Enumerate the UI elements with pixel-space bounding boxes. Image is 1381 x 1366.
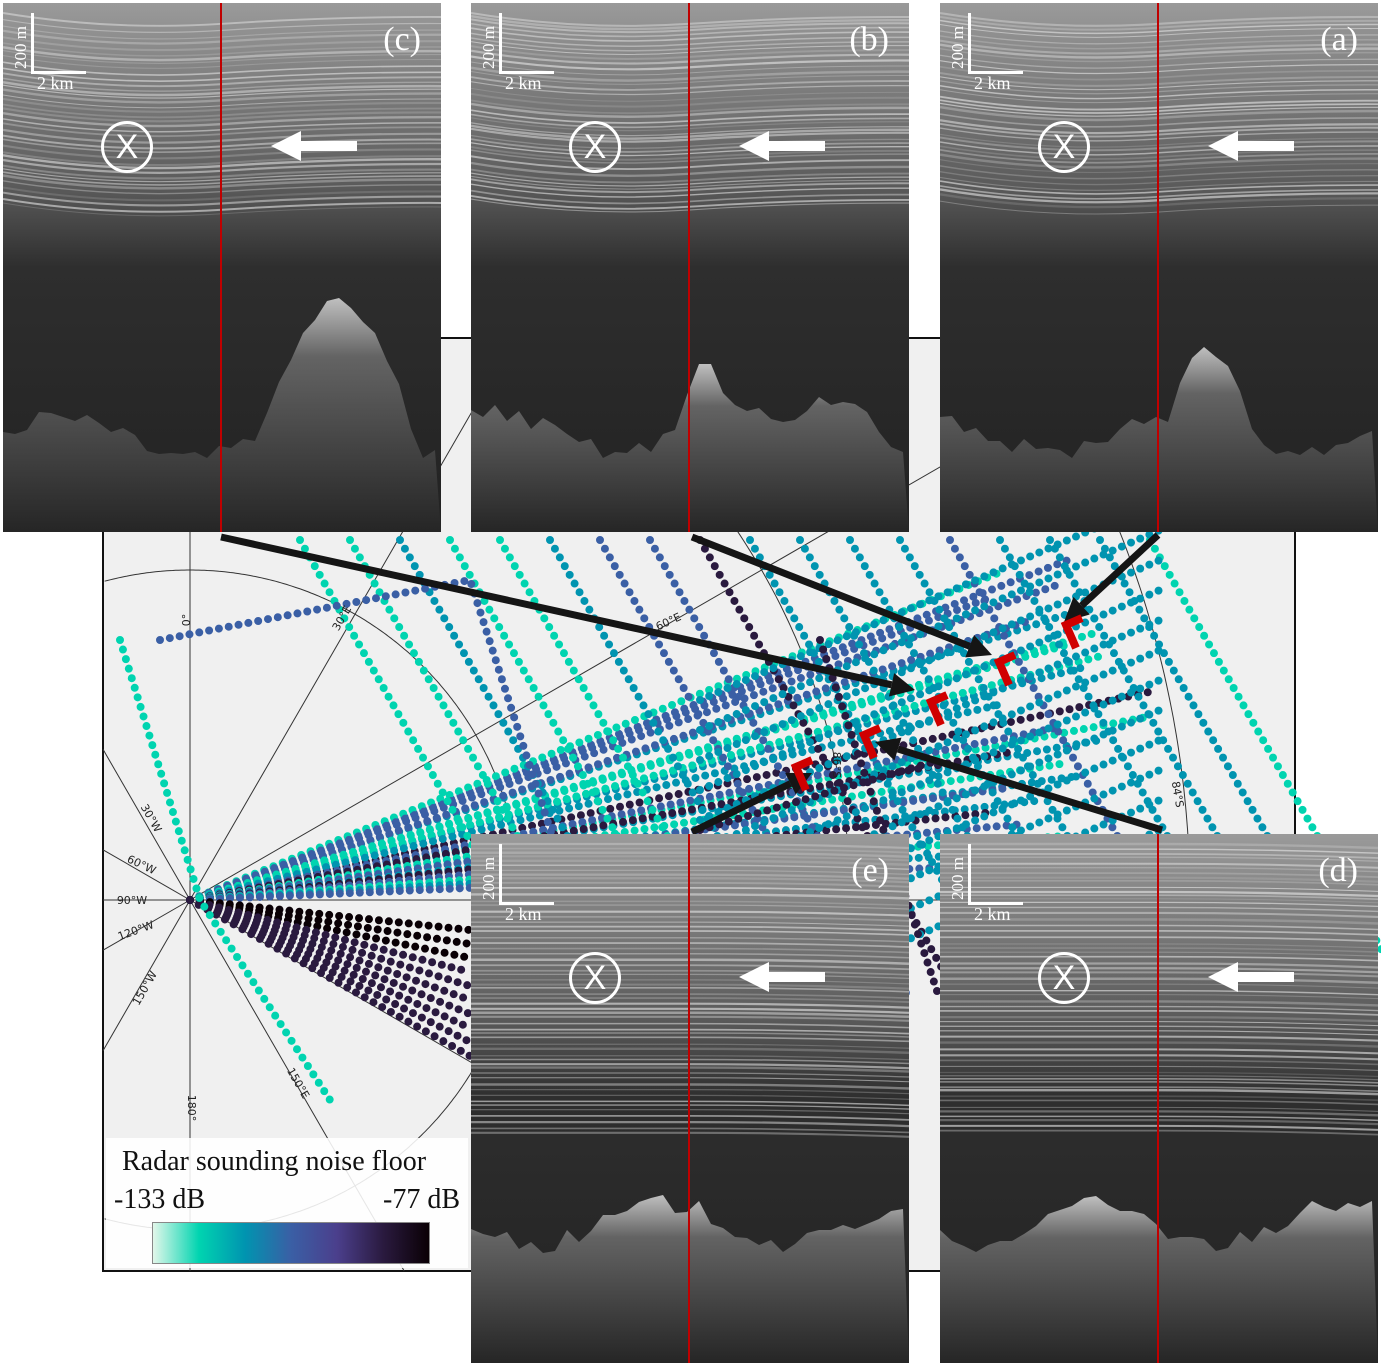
crossover-line <box>688 834 690 1363</box>
colorbar-legend: Radar sounding noise floor -133 dB -77 d… <box>106 1138 468 1268</box>
scale-vertical-label: 200 m <box>948 857 967 900</box>
track-line <box>186 688 1154 904</box>
arrow-head <box>785 772 812 795</box>
crossover-marker <box>858 724 882 760</box>
arrow-line <box>896 745 1164 834</box>
scale-bar <box>968 844 1023 905</box>
location-markers <box>790 614 1084 792</box>
scale-horizontal-label: 2 km <box>505 73 542 93</box>
circled-x-icon: X <box>569 121 621 173</box>
scale-vertical-label: 200 m <box>479 857 498 900</box>
radargram-image <box>471 3 909 532</box>
scale-horizontal-label: 2 km <box>37 73 74 93</box>
track-line <box>186 640 1074 904</box>
track-line <box>116 636 334 1104</box>
arrow-line <box>690 780 793 836</box>
panel-label: (c) <box>383 21 421 58</box>
legend-title: Radar sounding noise floor <box>122 1146 427 1177</box>
meridian-line <box>102 749 191 901</box>
scale-horizontal-label: 2 km <box>505 904 542 924</box>
track-line <box>816 636 944 1004</box>
track-line <box>696 756 944 834</box>
panel-label: (b) <box>849 21 889 58</box>
radargram-panel-e: 200 m 2 km (e) X <box>471 834 909 1363</box>
track-line <box>696 496 1164 704</box>
arrow-head <box>875 737 902 761</box>
track-line <box>186 616 1036 904</box>
circled-x-icon: X <box>1038 952 1090 1004</box>
track-line <box>696 556 1164 764</box>
radargram-image <box>940 834 1378 1363</box>
track-line <box>696 646 1164 854</box>
scale-vertical-label: 200 m <box>948 26 967 69</box>
meridian-line <box>102 899 191 951</box>
panel-label: (a) <box>1320 21 1358 58</box>
arrow-head <box>965 635 992 658</box>
scale-horizontal-label: 2 km <box>974 73 1011 93</box>
scale-bar <box>499 844 554 905</box>
circled-x-icon: X <box>1038 121 1090 173</box>
longitude-label: 180° <box>185 1095 198 1122</box>
scale-vertical-label: 200 m <box>479 26 498 69</box>
colorbar <box>152 1222 430 1264</box>
longitude-label: 0° <box>180 614 193 627</box>
scale-bar <box>499 13 554 74</box>
radargram-image <box>471 834 909 1363</box>
crossover-marker <box>790 756 814 792</box>
track-line <box>156 575 564 864</box>
left-arrow-icon <box>739 131 825 161</box>
track-line <box>186 760 1065 904</box>
circled-x-icon: X <box>569 952 621 1004</box>
crossover-line <box>1157 834 1159 1363</box>
left-arrow-icon <box>271 131 357 161</box>
legend-min-label: -133 dB <box>114 1184 205 1215</box>
track-line <box>186 580 1064 904</box>
latitude-label: 86°S <box>830 752 843 778</box>
crossover-line <box>220 3 222 532</box>
crossover-marker <box>925 691 949 727</box>
track-line <box>186 896 474 1060</box>
left-arrow-icon <box>739 962 825 992</box>
arrow-head <box>888 673 915 697</box>
crossover-marker <box>993 651 1017 687</box>
latitude-label: 84°S <box>1169 780 1186 808</box>
radargram-panel-a: 200 m 2 km (a) X <box>940 3 1378 532</box>
radargram-image <box>3 3 441 532</box>
track-line <box>696 586 1164 794</box>
meridian-line <box>102 849 191 901</box>
radargram-image <box>940 3 1378 532</box>
arrow-head <box>1064 596 1090 622</box>
crossover-marker <box>1060 614 1084 650</box>
arrow-line <box>1079 532 1161 609</box>
crossover-line <box>688 3 690 532</box>
radargram-panel-d: 200 m 2 km (d) X <box>940 834 1378 1363</box>
radargram-panel-c: 200 m 2 km (c) X <box>3 3 441 532</box>
scale-vertical-label: 200 m <box>11 26 30 69</box>
arrow-line <box>690 533 971 650</box>
meridian-line <box>102 899 191 1051</box>
scale-bar <box>31 13 86 74</box>
meridian-line <box>189 337 515 901</box>
panel-arrows <box>220 532 1164 836</box>
longitude-label: 90°W <box>117 894 147 907</box>
left-arrow-icon <box>1208 962 1294 992</box>
circled-x-icon: X <box>101 121 153 173</box>
legend-max-label: -77 dB <box>383 1184 460 1215</box>
scale-bar <box>968 13 1023 74</box>
left-arrow-icon <box>1208 131 1294 161</box>
panel-label: (d) <box>1318 852 1358 889</box>
radargram-panel-b: 200 m 2 km (b) X <box>471 3 909 532</box>
panel-label: (e) <box>851 852 889 889</box>
crossover-line <box>1157 3 1159 532</box>
scale-horizontal-label: 2 km <box>974 904 1011 924</box>
arrow-line <box>220 533 893 689</box>
